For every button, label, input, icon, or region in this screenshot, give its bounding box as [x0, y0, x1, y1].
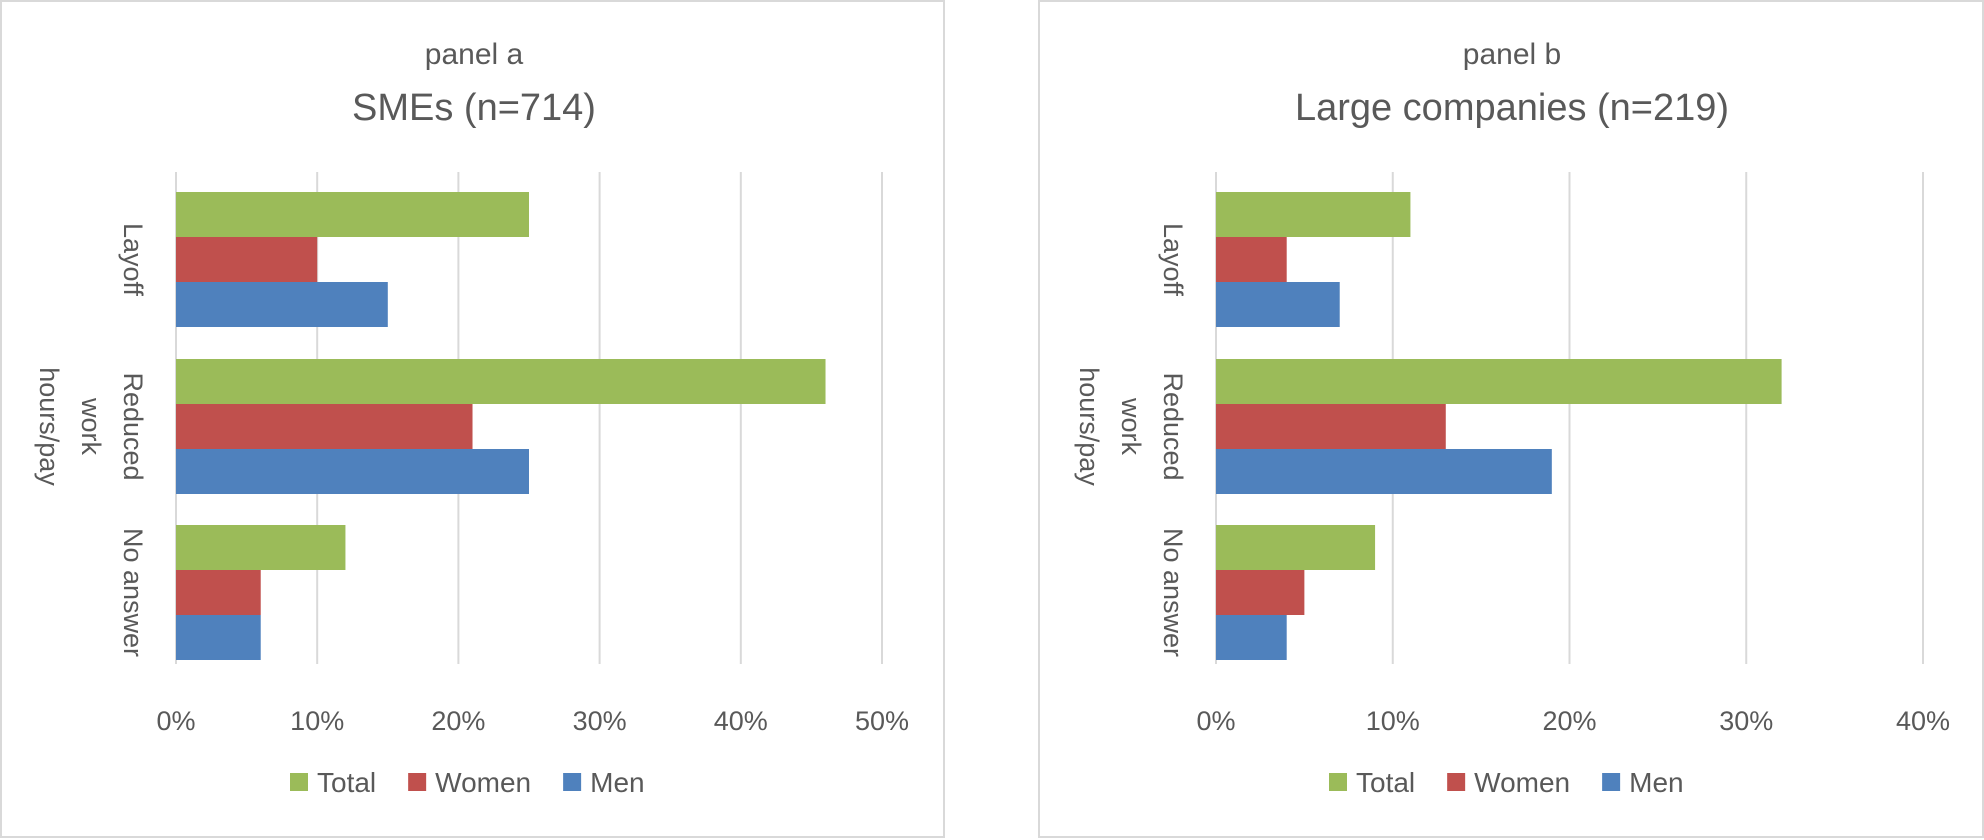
x-tick-label: 30% [573, 706, 627, 736]
bar-men [1216, 615, 1287, 660]
chart-b-title: Large companies (n=219) [1295, 87, 1729, 129]
category-label: No answer [1158, 528, 1188, 657]
category-label: Layoff [118, 223, 148, 297]
bar-women [1216, 237, 1287, 282]
x-tick-label: 50% [855, 706, 909, 736]
bar-total [176, 192, 529, 237]
category-label: work [76, 397, 106, 456]
bar-women [1216, 570, 1305, 615]
x-tick-label: 40% [714, 706, 768, 736]
bar-total [1216, 525, 1376, 570]
legend-swatch [290, 773, 308, 791]
category-label: hours/pay [34, 367, 64, 486]
bar-men [176, 282, 388, 327]
bar-women [1216, 404, 1446, 449]
chart-b-subtitle: panel b [1463, 38, 1561, 71]
bar-women [176, 237, 318, 282]
chart-panel-a: panel a SMEs (n=714) 0% 10% 20% 30% 40% 50% La… [0, 0, 945, 838]
legend-swatch [1602, 773, 1621, 791]
bar-women [176, 570, 261, 615]
bar-men [176, 449, 529, 494]
bar-women [176, 404, 473, 449]
legend-label: Women [435, 767, 531, 798]
legend-swatch [563, 773, 582, 791]
bar-men [1216, 282, 1340, 327]
x-tick-label: 40% [1896, 706, 1950, 736]
x-tick-label: 0% [1196, 706, 1235, 736]
bar-total [176, 359, 826, 404]
x-tick-label: 20% [431, 706, 485, 736]
legend-label: Total [317, 767, 376, 798]
category-label: work [1116, 397, 1146, 456]
chart-panel-b: panel b Large companies (n=219) 0% 10% 20%… [1038, 0, 1984, 838]
x-tick-label: 0% [156, 706, 195, 736]
legend-label: Total [1356, 767, 1415, 798]
legend-label: Men [590, 767, 644, 798]
bar-total [176, 525, 346, 570]
chart-a-title: SMEs (n=714) [352, 87, 596, 129]
bar-men [1216, 449, 1552, 494]
legend-swatch [1447, 773, 1466, 791]
category-label: Reduced [118, 372, 148, 480]
legend-swatch [1329, 773, 1347, 791]
bar-total [1216, 359, 1782, 404]
legend-swatch [408, 773, 427, 791]
bar-total [1216, 192, 1411, 237]
x-tick-label: 30% [1719, 706, 1773, 736]
category-label: Layoff [1158, 223, 1188, 297]
x-tick-label: 10% [1366, 706, 1420, 736]
bar-men [176, 615, 261, 660]
legend-label: Men [1629, 767, 1683, 798]
category-label: Reduced [1158, 372, 1188, 480]
x-tick-label: 20% [1542, 706, 1596, 736]
category-label: No answer [118, 528, 148, 657]
category-label: hours/pay [1074, 367, 1104, 486]
chart-a-svg: panel a SMEs (n=714) 0% 10% 20% 30% 40% 50% La… [34, 38, 909, 798]
chart-b-svg: panel b Large companies (n=219) 0% 10% 20%… [1074, 38, 1950, 798]
chart-a-subtitle: panel a [425, 38, 524, 71]
legend-label: Women [1474, 767, 1570, 798]
x-tick-label: 10% [290, 706, 344, 736]
